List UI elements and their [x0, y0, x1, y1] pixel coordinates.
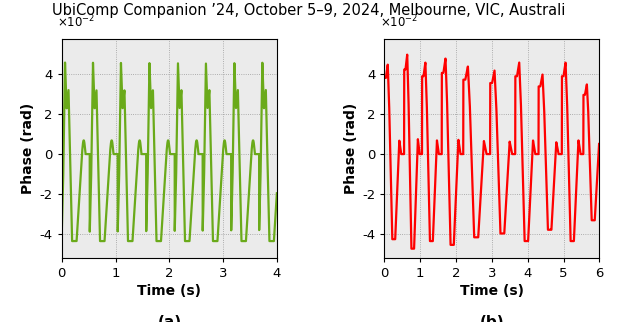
- X-axis label: Time (s): Time (s): [137, 284, 201, 298]
- Text: $\times10^{-2}$: $\times10^{-2}$: [380, 13, 418, 30]
- Text: UbiComp Companion ’24, October 5–9, 2024, Melbourne, VIC, Australi: UbiComp Companion ’24, October 5–9, 2024…: [53, 3, 565, 18]
- Text: (b): (b): [480, 315, 504, 322]
- Y-axis label: Phase (rad): Phase (rad): [344, 102, 358, 194]
- Y-axis label: Phase (rad): Phase (rad): [22, 102, 35, 194]
- X-axis label: Time (s): Time (s): [460, 284, 524, 298]
- Text: (a): (a): [157, 315, 182, 322]
- Text: $\times10^{-2}$: $\times10^{-2}$: [57, 13, 96, 30]
